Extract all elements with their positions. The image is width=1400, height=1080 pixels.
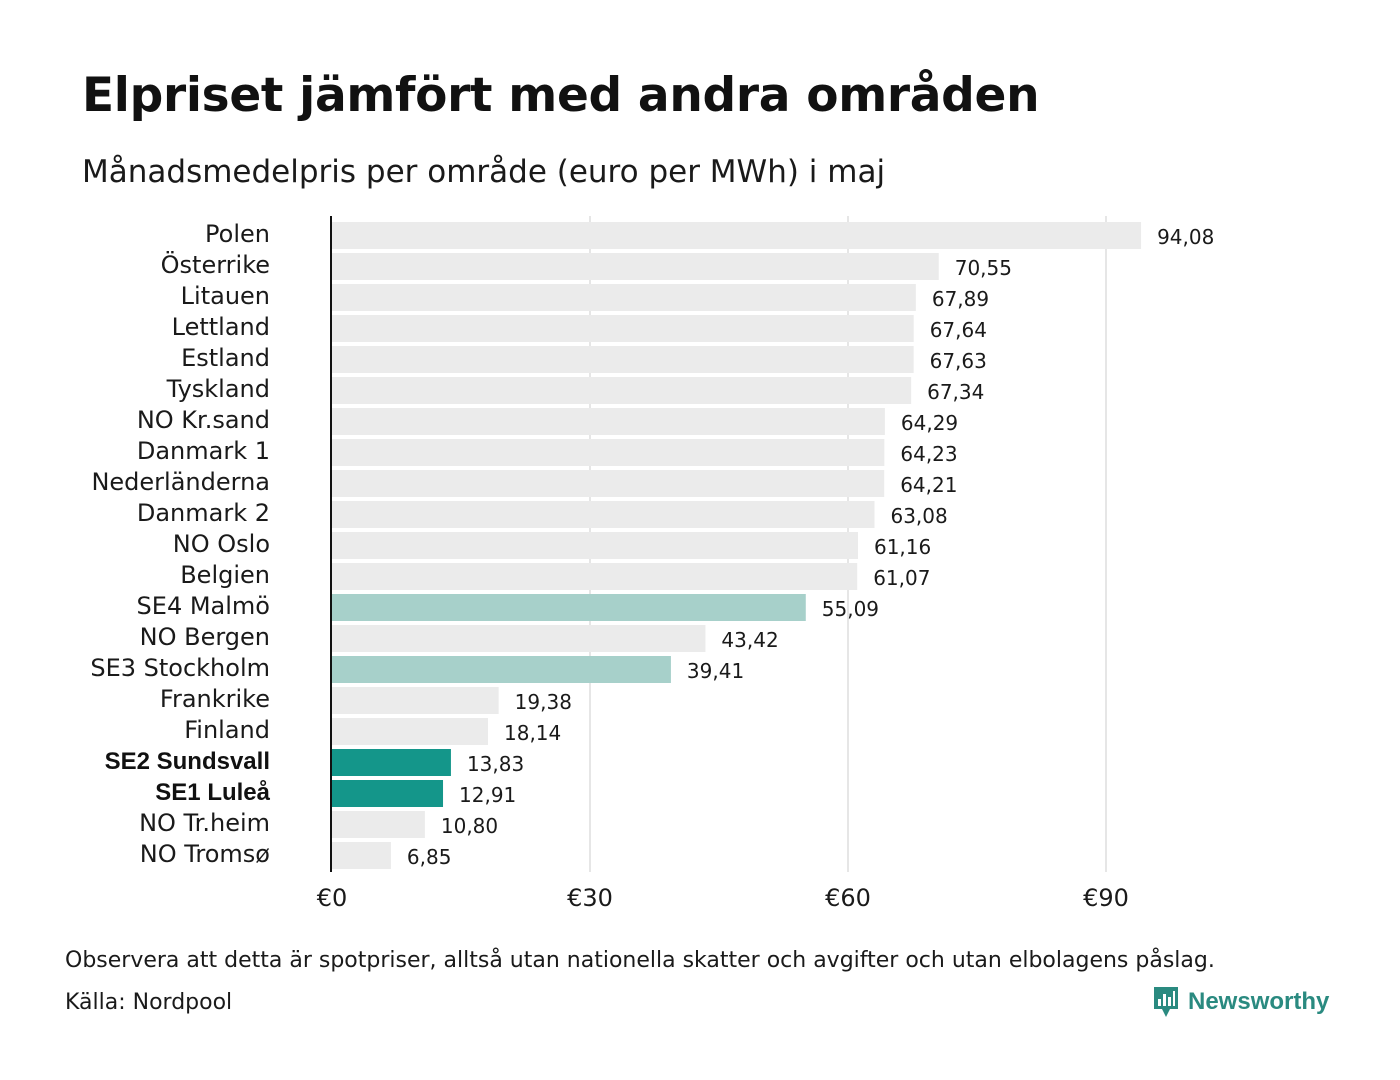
value-label: 19,38	[515, 690, 572, 714]
value-label: 61,16	[874, 535, 931, 559]
value-label: 67,64	[930, 318, 987, 342]
category-label: SE2 Sundsvall	[105, 748, 270, 775]
bar	[332, 532, 858, 559]
x-axis-ticks: €0 €30 €60 €90	[317, 884, 1129, 912]
bar	[332, 222, 1142, 249]
bar	[332, 315, 914, 342]
bar	[332, 470, 885, 497]
bar	[332, 625, 706, 652]
category-label: Litauen	[181, 282, 270, 310]
bar	[332, 749, 451, 776]
value-label: 64,23	[900, 442, 957, 466]
bar	[332, 408, 885, 435]
category-label: NO Bergen	[140, 623, 270, 651]
category-label: Nederländerna	[91, 468, 270, 496]
bar-chart-icon	[1154, 987, 1178, 1017]
value-label: 12,91	[459, 783, 516, 807]
value-label: 70,55	[955, 256, 1012, 280]
value-label: 61,07	[873, 566, 930, 590]
value-label: 64,21	[900, 473, 957, 497]
bar	[332, 284, 916, 311]
category-label: SE4 Malmö	[137, 592, 270, 620]
bars	[332, 222, 1142, 869]
category-label: NO Tromsø	[140, 840, 270, 868]
footnote: Observera att detta är spotpriser, allts…	[65, 948, 1215, 973]
bar	[332, 718, 489, 745]
x-tick-label: €90	[1083, 884, 1129, 912]
category-label: Polen	[205, 220, 270, 248]
category-label: Lettland	[172, 313, 270, 341]
category-label: Österrike	[161, 250, 270, 279]
value-label: 64,29	[901, 411, 958, 435]
category-label: SE3 Stockholm	[90, 654, 270, 682]
newsworthy-logo: Newsworthy	[1152, 985, 1329, 1019]
x-tick-label: €60	[825, 884, 871, 912]
category-label: Finland	[184, 716, 270, 744]
bar	[332, 253, 939, 280]
value-label: 39,41	[687, 659, 744, 683]
category-label: Frankrike	[160, 685, 270, 713]
chart-subtitle: Månadsmedelpris per område (euro per MWh…	[82, 154, 886, 190]
category-label: Belgien	[180, 561, 270, 589]
x-tick-label: €0	[317, 884, 348, 912]
bar	[332, 687, 499, 714]
category-label: Danmark 2	[137, 499, 270, 527]
value-label: 67,34	[927, 380, 984, 404]
value-label: 63,08	[890, 504, 947, 528]
bar	[332, 594, 806, 621]
bar	[332, 780, 444, 807]
category-label: NO Kr.sand	[137, 406, 270, 434]
category-label: Estland	[181, 344, 270, 372]
value-label: 67,89	[932, 287, 989, 311]
value-label: 55,09	[822, 597, 879, 621]
category-label: Danmark 1	[137, 437, 270, 465]
bar	[332, 842, 391, 869]
bar	[332, 346, 914, 373]
x-tick-label: €30	[567, 884, 613, 912]
value-label: 10,80	[441, 814, 498, 838]
bar	[332, 656, 671, 683]
source-note: Källa: Nordpool	[65, 990, 233, 1015]
category-label: SE1 Luleå	[155, 779, 270, 806]
value-label: 13,83	[467, 752, 524, 776]
bar	[332, 811, 425, 838]
bar	[332, 439, 885, 466]
value-label: 43,42	[721, 628, 778, 652]
value-label: 18,14	[504, 721, 561, 745]
category-label: NO Oslo	[173, 530, 270, 558]
category-label: Tyskland	[166, 375, 270, 403]
brand-name: Newsworthy	[1188, 988, 1330, 1015]
bar	[332, 501, 875, 528]
category-label: NO Tr.heim	[139, 809, 270, 837]
value-label: 6,85	[407, 845, 452, 869]
value-label: 67,63	[930, 349, 987, 373]
value-label: 94,08	[1157, 225, 1214, 249]
chart-title: Elpriset jämfört med andra områden	[82, 68, 1040, 123]
value-labels: 94,08 70,55 67,89 67,64 67,63 67,34 64,29 64,23…	[407, 225, 1214, 869]
bar	[332, 563, 858, 590]
bar	[332, 377, 912, 404]
